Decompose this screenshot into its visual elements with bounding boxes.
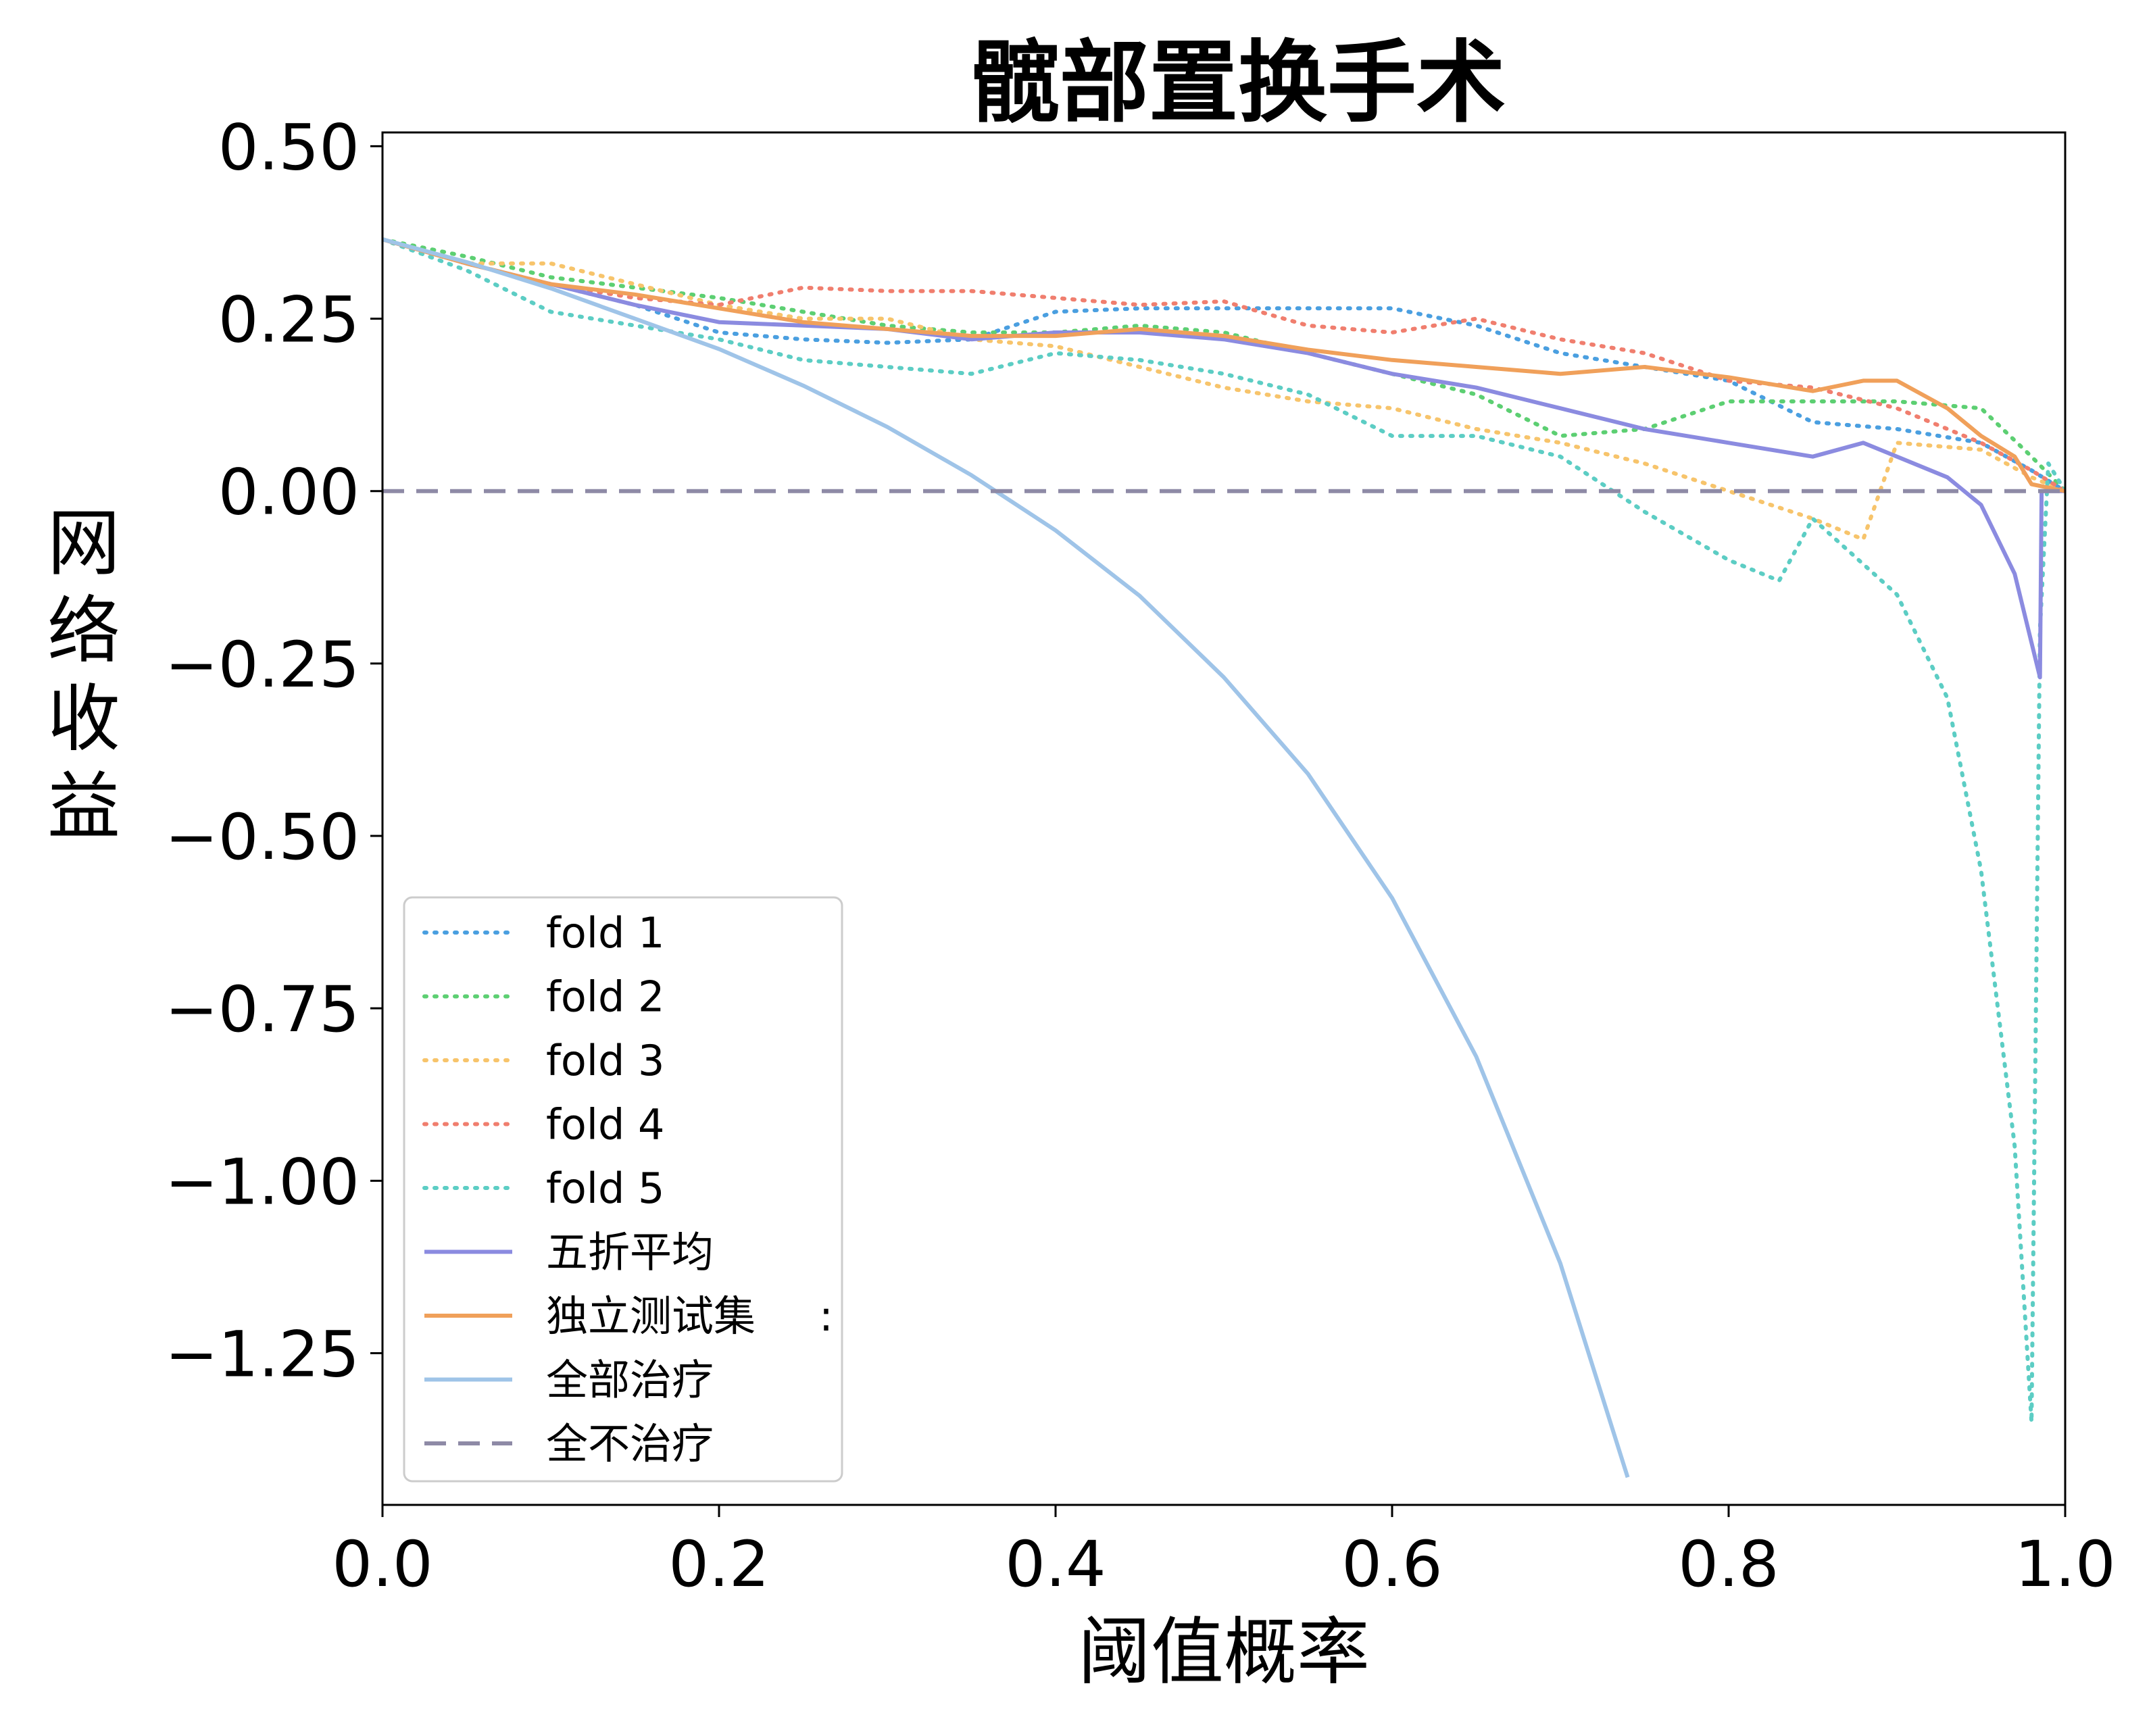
x-tick-label: 1.0 (2014, 1528, 2116, 1602)
legend-box (403, 896, 843, 1483)
series-layer (382, 237, 2065, 1479)
x-tick-label: 0.8 (1678, 1528, 1779, 1602)
legend-label-2: fold 2 (546, 972, 665, 1022)
legend-label-8: 全部治疗 (546, 1356, 714, 1405)
y-tick-label: −0.50 (165, 801, 360, 874)
x-axis-label: 阈值概率 (1078, 1610, 1370, 1695)
x-tick-label: 0.0 (332, 1528, 433, 1602)
legend-label-6: 五折平均 (546, 1228, 714, 1277)
y-axis-label: 网络收益 (47, 501, 120, 849)
plot-area (382, 237, 2065, 1479)
x-tick-label: 0.6 (1341, 1528, 1443, 1602)
x-tick-label: 0.2 (668, 1528, 770, 1602)
y-tick-label: 0.25 (218, 284, 360, 357)
series-line-6 (382, 237, 2065, 680)
legend-label-1: fold 1 (546, 908, 665, 958)
legend-label-3: fold 3 (546, 1036, 665, 1085)
legend-label-7: 独立测试集 (546, 1291, 756, 1341)
y-tick-label: 0.50 (218, 111, 360, 184)
x-axis: 0.0 0.2 0.4 0.6 0.8 1.0 (332, 1505, 2116, 1602)
series-line-7 (382, 237, 2065, 493)
legend-extra-mark: : (819, 1291, 833, 1341)
legend-label-4: fold 4 (546, 1100, 665, 1149)
y-tick-label: 0.00 (218, 456, 360, 530)
y-tick-label: −0.75 (165, 973, 360, 1047)
y-tick-label: −1.00 (165, 1145, 360, 1219)
y-tick-label: −1.25 (165, 1318, 360, 1391)
series-line-1 (382, 237, 2065, 493)
y-axis: 0.50 0.25 0.00 −0.25 −0.50 −0.75 −1.00 −1.25 (165, 111, 382, 1391)
series-line-5 (382, 237, 2065, 1424)
series-line-3 (382, 237, 2065, 542)
legend-label-9: 全不治疗 (546, 1419, 714, 1468)
legend-label-5: fold 5 (546, 1164, 665, 1213)
y-tick-label: −0.25 (165, 628, 360, 702)
series-line-8 (382, 237, 1630, 1479)
legend: fold 1 fold 2 fold 3 fold 4 fold 5 五折平均独立测试集全… (403, 896, 843, 1483)
chart-title: 髋部置换手术 (970, 31, 1506, 135)
x-tick-label: 0.4 (1005, 1528, 1106, 1602)
plot-frame (381, 131, 2067, 1506)
series-line-4 (382, 237, 2065, 493)
